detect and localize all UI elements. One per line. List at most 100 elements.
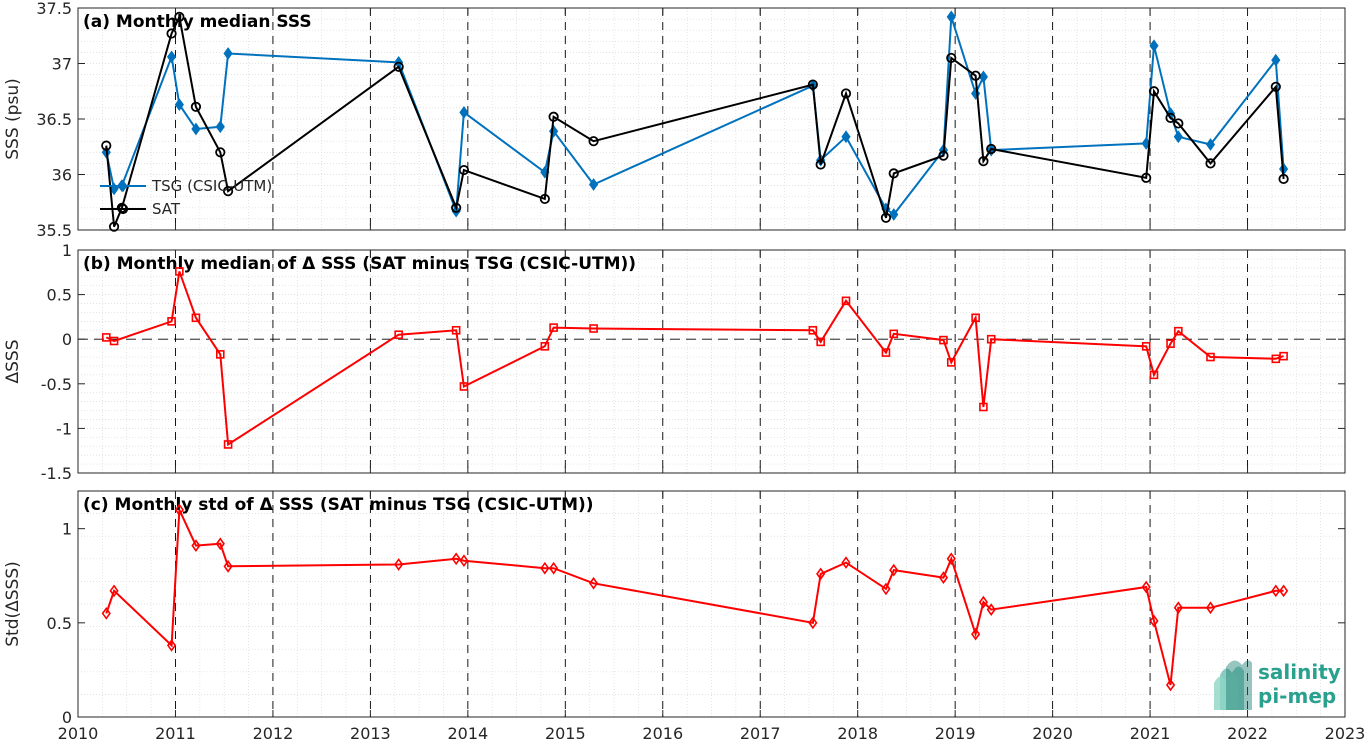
data-point	[946, 52, 957, 64]
series-0	[101, 503, 1289, 692]
panel-title: (a) Monthly median SSS	[83, 12, 312, 32]
data-point	[393, 61, 404, 72]
data-point	[841, 296, 851, 306]
x-tick-label: 2015	[545, 724, 586, 743]
y-axis-label: Std(ΔSSS)	[3, 561, 23, 647]
data-point	[451, 552, 461, 566]
data-point	[1149, 614, 1159, 628]
data-point	[175, 267, 184, 276]
panel-title: (c) Monthly std of Δ SSS (SAT minus TSG …	[83, 495, 594, 515]
data-point	[109, 336, 119, 346]
y-tick-label: 35.5	[36, 221, 72, 240]
data-point	[1141, 580, 1151, 594]
data-point	[589, 324, 598, 333]
data-point	[946, 552, 956, 566]
data-point	[1166, 339, 1175, 348]
data-point	[1205, 138, 1216, 151]
series-line	[105, 13, 1285, 228]
data-point	[939, 335, 948, 345]
data-point	[1271, 584, 1281, 598]
data-point	[986, 143, 997, 155]
data-point	[971, 627, 981, 641]
x-tick-label: 2020	[1032, 724, 1073, 743]
data-point	[1174, 326, 1183, 336]
y-tick-label: 1	[62, 241, 72, 260]
x-tick-label: 2023	[1325, 724, 1366, 743]
y-tick-label: 36.5	[36, 110, 72, 129]
data-point	[458, 164, 470, 176]
x-tick-label: 2018	[837, 724, 878, 743]
data-point	[191, 313, 201, 323]
data-point	[215, 147, 226, 158]
data-point	[881, 348, 891, 357]
y-tick-label: -1.5	[41, 464, 72, 483]
data-point	[1271, 53, 1281, 67]
salinity-pi-mep-logo: salinity pi-mep	[1214, 660, 1341, 710]
data-point	[1173, 601, 1183, 615]
y-tick-label: 36	[52, 166, 72, 185]
data-point	[1279, 584, 1289, 598]
data-point	[166, 28, 177, 39]
data-point	[978, 595, 989, 609]
minor-grid	[77, 249, 1346, 474]
data-point	[459, 554, 469, 568]
axes-box	[77, 490, 1346, 718]
data-point	[807, 79, 818, 90]
data-point	[889, 208, 899, 221]
data-point	[215, 350, 225, 359]
data-point	[986, 603, 996, 617]
data-point	[548, 111, 559, 122]
data-point	[394, 330, 403, 340]
data-point	[938, 571, 949, 585]
y-tick-label: 0.5	[47, 286, 72, 305]
data-point	[174, 98, 184, 111]
data-point	[174, 503, 184, 517]
x-tick-label: 2013	[350, 724, 391, 743]
x-tick-label: 2021	[1130, 724, 1171, 743]
legend-label: TSG (CSIC-UTM)	[151, 177, 272, 195]
data-point	[1173, 118, 1184, 129]
data-point	[808, 616, 818, 630]
data-point	[451, 325, 461, 335]
data-point	[1149, 370, 1159, 380]
data-point	[222, 186, 234, 197]
data-point	[1141, 342, 1151, 351]
data-point	[451, 202, 462, 213]
year-grid	[175, 8, 1248, 230]
data-point	[549, 124, 559, 138]
panel-c-std-delta-sss: 0 0.5 1 2010 2011 2012 2013 2014 2015 2016 2017 201…	[3, 490, 1366, 743]
legend: TSG (CSIC-UTM) SAT	[100, 177, 272, 218]
data-point	[888, 168, 899, 179]
data-point	[101, 607, 111, 620]
x-tick-label: 2022	[1227, 724, 1268, 743]
data-point	[1205, 158, 1216, 169]
y-axis-label: ΔSSS	[3, 339, 23, 383]
data-point	[1173, 130, 1183, 144]
data-point	[978, 156, 989, 167]
data-point	[191, 539, 201, 552]
y-tick-label: 0	[62, 330, 72, 349]
data-point	[588, 178, 599, 191]
x-tick-label: 2012	[253, 724, 294, 743]
data-point	[979, 402, 988, 412]
data-point	[1206, 352, 1215, 362]
data-point	[889, 329, 899, 339]
data-point	[881, 582, 891, 596]
x-tick-label: 2014	[447, 724, 488, 743]
data-point	[116, 202, 127, 213]
x-tick-label: 2011	[155, 724, 196, 743]
logo-line2: pi-mep	[1258, 684, 1336, 708]
data-point	[1148, 86, 1160, 97]
minor-grid	[77, 7, 1346, 231]
x-tick-label: 2010	[58, 724, 99, 743]
data-point	[108, 221, 120, 232]
data-point	[946, 358, 956, 367]
data-point	[1278, 173, 1289, 185]
data-point	[841, 556, 851, 569]
data-point	[459, 382, 469, 391]
panel-title: (b) Monthly median of Δ SSS (SAT minus T…	[83, 254, 636, 274]
data-point	[986, 334, 996, 344]
data-point	[223, 559, 233, 573]
series-1	[101, 11, 1289, 232]
data-point	[840, 88, 852, 99]
